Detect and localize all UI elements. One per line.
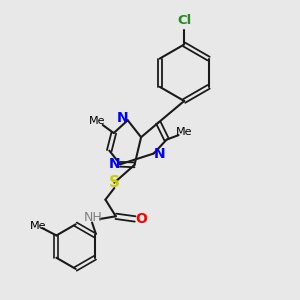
Text: Me: Me: [30, 221, 47, 231]
Text: N: N: [116, 111, 128, 125]
Text: Cl: Cl: [177, 14, 191, 27]
Text: S: S: [109, 175, 120, 190]
Text: N: N: [109, 157, 121, 171]
Text: NH: NH: [84, 211, 103, 224]
Text: O: O: [136, 212, 148, 226]
Text: Me: Me: [176, 127, 192, 137]
Text: Me: Me: [89, 116, 106, 126]
Text: N: N: [154, 147, 165, 161]
